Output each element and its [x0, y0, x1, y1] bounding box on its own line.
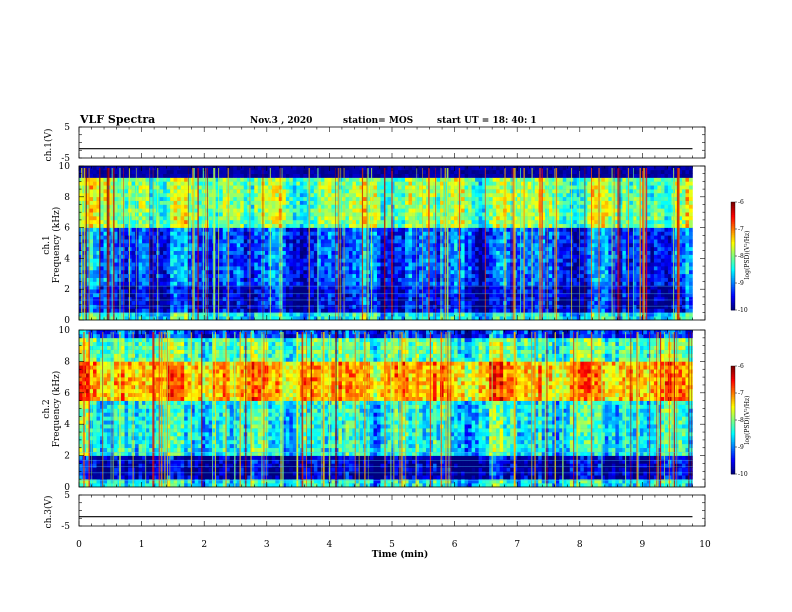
- y-tick-label: -5: [61, 522, 70, 532]
- ch2-spectrogram-panel: 0 2 4 6 8 10: [59, 326, 706, 493]
- x-tick-label: 7: [514, 540, 520, 550]
- y-tick-label: 6: [64, 224, 70, 234]
- y-tick-label: 10: [59, 162, 71, 172]
- colorbar-tick-label: -8: [738, 417, 744, 424]
- y-tick-label: 10: [59, 326, 71, 336]
- y-tick-label: 4: [64, 254, 70, 264]
- y-tick-label: 5: [64, 123, 70, 133]
- x-tick-label: 0: [76, 540, 82, 550]
- y-tick-label: 5: [64, 491, 70, 501]
- colorbar-tick-label: -6: [738, 199, 744, 206]
- x-tick-label: 8: [577, 540, 583, 550]
- ch1-frequency-ylabel: Frequency (kHz): [51, 207, 62, 284]
- y-tick-label: 8: [64, 193, 70, 203]
- colorbar-tick-label: -10: [738, 471, 748, 478]
- x-tick-label: 5: [389, 540, 395, 550]
- colorbar-tick-label: -8: [738, 253, 744, 260]
- ch1-colorbar: -6 -7 -8 -9 -10: [730, 199, 748, 314]
- colorbar-tick-label: -10: [738, 307, 748, 314]
- date-label: Nov.3 , 2020: [250, 116, 312, 126]
- x-tick-label: 1: [139, 540, 145, 550]
- time-axis-label: Time (min): [372, 549, 429, 560]
- ch1-spectrogram-panel: 0 2 4 6 8 10: [59, 162, 706, 326]
- ch1-voltage-ylabel: ch.1(V): [43, 129, 54, 162]
- colorbar-tick-label: -7: [738, 390, 744, 397]
- ch2-frequency-ylabel: Frequency (kHz): [51, 371, 62, 448]
- x-tick-label: 10: [699, 540, 711, 550]
- figure-title: VLF Spectra: [79, 113, 155, 126]
- y-tick-label: 6: [64, 389, 70, 399]
- ch1-spec-channel-label: ch.1: [42, 235, 52, 254]
- ch2-colorbar: -6 -7 -8 -9 -10: [730, 363, 748, 478]
- x-tick-label: 4: [327, 540, 333, 550]
- x-tick-label: 9: [640, 540, 646, 550]
- y-tick-label: -5: [61, 154, 70, 164]
- x-tick-label: 2: [201, 540, 207, 550]
- colorbar-tick-label: -9: [738, 280, 744, 287]
- time-axis: 0 1 2 3 4 5 6 7 8 9 10: [76, 540, 711, 550]
- ch2-colorbar-label: log(PSD)(V²/Hz): [744, 396, 751, 445]
- y-tick-label: 2: [64, 285, 70, 295]
- x-tick-label: 6: [452, 540, 458, 550]
- ch3-voltage-panel: 5 -5: [61, 491, 706, 532]
- y-tick-label: 2: [64, 452, 70, 462]
- ch2-spec-channel-label: ch.2: [42, 399, 52, 418]
- colorbar-tick-label: -7: [738, 226, 744, 233]
- ch3-voltage-ylabel: ch.3(V): [43, 496, 54, 529]
- station-label: station= MOS: [343, 116, 413, 126]
- y-tick-label: 0: [64, 316, 70, 326]
- colorbar-tick-label: -9: [738, 444, 744, 451]
- colorbar-tick-label: -6: [738, 363, 744, 370]
- ch1-colorbar-label: log(PSD)(V²/Hz): [744, 231, 751, 280]
- start-ut-label: start UT = 18: 40: 1: [437, 116, 537, 126]
- y-tick-label: 8: [64, 357, 70, 367]
- y-tick-label: 0: [64, 483, 70, 493]
- x-tick-label: 3: [264, 540, 270, 550]
- ch1-voltage-panel: 5 -5: [61, 123, 706, 164]
- y-tick-label: 4: [64, 420, 70, 430]
